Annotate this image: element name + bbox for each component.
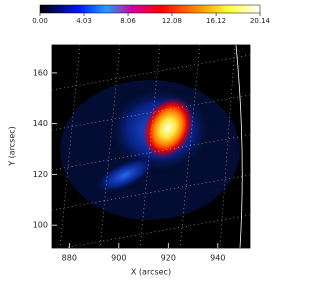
colorbar-tick-label: 8.06 [120,17,136,25]
image [52,45,250,248]
x-tick-label: 900 [111,254,126,263]
x-tick-label: 880 [62,254,77,263]
y-tick-label: 120 [33,170,48,179]
x-axis-label: X (arcsec) [131,268,171,277]
y-axis-label: Y (arcsec) [8,126,17,167]
colorbar-tick-label: 4.03 [76,17,92,25]
y-tick-label: 100 [33,221,48,230]
colorbar-tick-label: 0.00 [32,17,48,25]
y-tick-label: 140 [33,119,48,128]
x-tick-label: 920 [161,254,176,263]
colorbar [39,4,261,14]
chart: X (arcsec) Y (arcsec) 880 900 920 940 100 120… [8,4,271,277]
colorbar-tick-label: 20.14 [250,17,271,25]
y-tick-label: 160 [33,68,48,77]
colorbar-tick-label: 16.12 [206,17,226,25]
plot-frame [51,44,251,249]
x-tick-label: 940 [210,254,225,263]
colorbar-tick-label: 12.08 [162,17,182,25]
